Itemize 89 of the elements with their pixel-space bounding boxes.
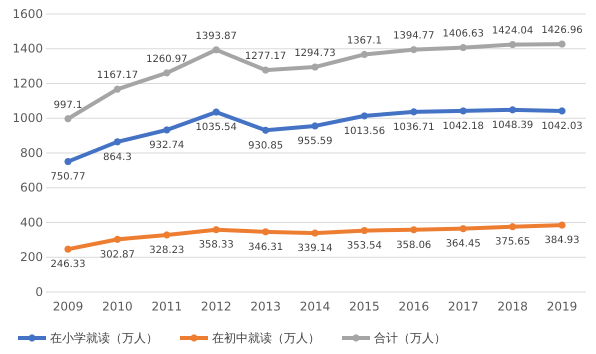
data-label: 358.06 <box>396 240 432 251</box>
data-label: 864.3 <box>103 152 132 163</box>
x-tick-label: 2016 <box>398 300 430 314</box>
x-tick-label: 2011 <box>152 300 182 314</box>
x-tick-label: 2015 <box>349 300 380 314</box>
point <box>262 228 270 236</box>
point <box>64 115 72 122</box>
point <box>64 158 72 166</box>
point <box>114 86 121 93</box>
point <box>163 126 170 134</box>
data-label: 364.45 <box>446 238 481 250</box>
y-tick-label: 200 <box>20 250 43 264</box>
data-label: 997.1 <box>54 100 82 111</box>
point <box>360 227 368 234</box>
y-tick-label: 1600 <box>12 6 43 21</box>
point <box>311 230 319 237</box>
point <box>114 138 121 146</box>
point <box>410 108 418 116</box>
data-label: 375.65 <box>495 236 530 248</box>
point <box>262 126 270 134</box>
data-label: 1048.39 <box>492 120 534 131</box>
data-label: 353.54 <box>346 240 382 252</box>
point <box>509 106 516 114</box>
data-label: 246.33 <box>50 259 86 270</box>
data-label: 346.31 <box>248 242 284 253</box>
point <box>163 69 170 76</box>
data-label: 932.74 <box>149 140 184 151</box>
x-tick-label: 2018 <box>497 300 528 314</box>
x-tick-label: 2009 <box>52 300 84 314</box>
x-tick-label: 2017 <box>448 300 478 314</box>
point <box>558 222 566 229</box>
y-tick-label: 1000 <box>12 111 43 126</box>
point <box>212 108 220 116</box>
data-label: 1406.63 <box>442 28 484 40</box>
point <box>212 226 220 234</box>
point <box>509 41 516 48</box>
point <box>360 50 368 58</box>
legend-label: 在小学就读（万人） <box>50 331 158 345</box>
data-label: 339.14 <box>298 243 332 254</box>
data-label: 1260.97 <box>146 54 188 65</box>
point <box>509 223 516 230</box>
data-label: 358.33 <box>198 240 234 251</box>
data-label: 930.85 <box>248 140 284 152</box>
point <box>410 46 418 54</box>
data-label: 1036.71 <box>393 122 434 133</box>
y-tick-label: 1200 <box>12 76 43 90</box>
point <box>262 66 270 74</box>
data-label: 384.93 <box>544 235 580 246</box>
y-tick-label: 1400 <box>12 42 43 56</box>
point <box>558 40 566 48</box>
point <box>212 46 220 54</box>
data-label: 955.59 <box>298 136 332 147</box>
point <box>360 112 368 120</box>
data-label: 1277.17 <box>244 51 286 62</box>
data-label: 1167.17 <box>96 70 138 82</box>
data-label: 750.77 <box>50 172 86 183</box>
data-label: 1394.77 <box>393 30 434 42</box>
legend-label: 合计（万人） <box>374 331 446 345</box>
y-tick-label: 0 <box>35 284 43 299</box>
point <box>410 226 418 234</box>
point <box>460 44 467 52</box>
point <box>311 122 319 130</box>
point <box>460 107 467 114</box>
x-tick-label: 2010 <box>102 300 133 314</box>
point <box>64 246 72 253</box>
x-tick-label: 2013 <box>250 300 281 314</box>
data-label: 1013.56 <box>344 126 386 137</box>
point <box>460 225 467 232</box>
data-label: 1426.96 <box>541 25 583 36</box>
data-label: 1042.18 <box>442 120 484 132</box>
data-label: 328.23 <box>149 244 184 256</box>
y-tick-label: 400 <box>20 215 43 230</box>
legend-label: 在初中就读（万人） <box>212 331 320 345</box>
y-tick-label: 800 <box>20 146 43 160</box>
data-label: 1424.04 <box>492 26 534 37</box>
data-label: 302.87 <box>100 249 135 260</box>
x-tick-label: 2014 <box>300 300 330 314</box>
point <box>558 107 566 115</box>
point <box>114 236 121 243</box>
data-label: 1294.73 <box>294 48 336 60</box>
data-label: 1035.54 <box>196 122 237 134</box>
point <box>163 231 170 239</box>
data-label: 1367.1 <box>346 35 382 46</box>
data-label: 1042.03 <box>541 120 583 132</box>
y-tick-label: 600 <box>20 180 43 195</box>
point <box>311 63 319 71</box>
data-label: 1393.87 <box>196 30 237 42</box>
x-tick-label: 2012 <box>200 300 232 314</box>
x-tick-label: 2019 <box>546 300 578 314</box>
